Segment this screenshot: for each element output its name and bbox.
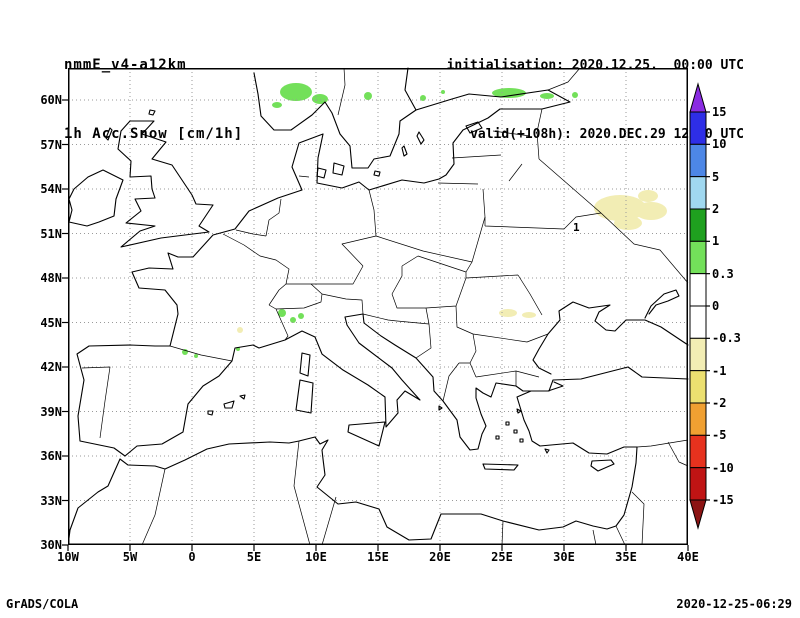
- snow-patch: [540, 93, 554, 99]
- colorbar-value-label: 2: [712, 201, 720, 216]
- colorbar-segment: [689, 273, 707, 307]
- colorbar-value-label: 0.3: [712, 266, 734, 281]
- colorbar-segment: [689, 305, 707, 339]
- country-border: [341, 182, 549, 402]
- lon-tick-label: 40E: [677, 550, 699, 564]
- snow-patch: [441, 90, 445, 94]
- lon-tick-label: 35E: [615, 550, 637, 564]
- contour-value-label: 1: [573, 221, 580, 234]
- snow-shading-layer: [182, 83, 667, 358]
- creation-timestamp: 2020-12-25-06:29: [676, 597, 792, 611]
- lat-tick-label: 42N: [40, 360, 62, 374]
- contour-label-layer: 1: [572, 220, 582, 236]
- colorbar-segment: [689, 467, 707, 501]
- country-border: [141, 439, 689, 546]
- grid-layer: [68, 68, 688, 545]
- lon-tick-label: 5W: [122, 550, 138, 564]
- colorbar-value-label: -5: [712, 428, 727, 443]
- coastline-turkey-levant-africa: [68, 381, 638, 541]
- lat-tick-label: 30N: [40, 538, 62, 552]
- melt-patch: [638, 190, 658, 202]
- colorbar-value-label: 1: [712, 234, 720, 249]
- lat-tick-label: 48N: [40, 271, 62, 285]
- colorbar-value-label: -0.3: [712, 331, 741, 346]
- snow-patch: [572, 92, 578, 98]
- lon-tick-label: 10E: [305, 550, 327, 564]
- lon-tick-label: 20E: [429, 550, 451, 564]
- colorbar-value-label: 0: [712, 298, 720, 313]
- colorbar-segment: [689, 240, 707, 275]
- snow-patch: [280, 83, 312, 101]
- colorbar-value-label: -2: [712, 395, 727, 410]
- lat-tick-label: 45N: [40, 315, 62, 330]
- grads-credit: GrADS/COLA: [6, 597, 79, 611]
- colorbar-segment: [689, 143, 707, 178]
- islands: [105, 109, 615, 472]
- coastline-great-britain: [117, 120, 214, 248]
- lat-tick-label: 36N: [40, 449, 62, 463]
- colorbar-value-label: 10: [712, 137, 727, 152]
- snow-patch: [298, 313, 304, 319]
- melt-patch: [237, 327, 243, 333]
- snow-patch: [290, 317, 296, 323]
- lat-tick-label: 57N: [40, 137, 62, 152]
- axis-tick-layer: [62, 99, 689, 551]
- coastline-black-sea-north: [532, 301, 689, 375]
- country-border-layer: [81, 67, 689, 546]
- country-border: [81, 175, 364, 439]
- colorbar-segment: [689, 499, 707, 530]
- colorbar-segment: [689, 370, 707, 404]
- lat-tick-label: 51N: [40, 226, 62, 241]
- lat-tick-label: 60N: [40, 93, 62, 107]
- country-border: [337, 67, 689, 284]
- colorbar-segment: [689, 434, 707, 469]
- coastline-mediterranean-north: [124, 313, 689, 457]
- melt-patch: [594, 195, 646, 221]
- colorbar-segment: [689, 176, 707, 210]
- lon-tick-label: 15E: [367, 550, 389, 564]
- colorbar-value-label: -10: [712, 460, 734, 475]
- snow-patch: [272, 102, 282, 108]
- lon-tick-label: 5E: [246, 550, 262, 564]
- colorbar-value-label: 5: [712, 169, 720, 184]
- colorbar-segment: [689, 402, 707, 436]
- lat-tick-label: 54N: [40, 182, 62, 196]
- melt-patch: [614, 216, 642, 230]
- lat-tick-label: 39N: [40, 404, 62, 419]
- colorbar-segment: [689, 337, 707, 372]
- melt-patch: [522, 312, 536, 318]
- colorbar-value-label: -1: [712, 363, 727, 378]
- colorbar-value-label: -15: [712, 492, 734, 507]
- melt-patch: [499, 309, 517, 317]
- lon-tick-label: 30E: [553, 550, 575, 564]
- coastline-sea-of-azov: [644, 289, 680, 319]
- colorbar-segment: [689, 82, 707, 113]
- melt-patch: [635, 202, 667, 220]
- snow-patch: [364, 92, 372, 100]
- lon-tick-label: 10W: [57, 550, 79, 564]
- lat-tick-label: 33N: [40, 493, 62, 508]
- lon-tick-label: 0: [188, 550, 196, 564]
- snow-patch: [492, 88, 526, 98]
- coastline-layer: [68, 67, 689, 541]
- colorbar-value-label: 15: [712, 105, 727, 119]
- snow-patch: [278, 309, 286, 317]
- colorbar: [689, 82, 710, 530]
- coastline-ireland: [68, 169, 124, 227]
- snow-patch: [194, 354, 198, 358]
- lon-tick-label: 25E: [491, 550, 513, 564]
- map-frame: [68, 68, 688, 545]
- colorbar-segment: [689, 208, 707, 242]
- colorbar-segment: [689, 111, 707, 145]
- coastline-atlantic-baltic: [76, 67, 571, 457]
- coastline-scandinavia: [253, 72, 417, 169]
- europe-map: 1: [62, 67, 689, 551]
